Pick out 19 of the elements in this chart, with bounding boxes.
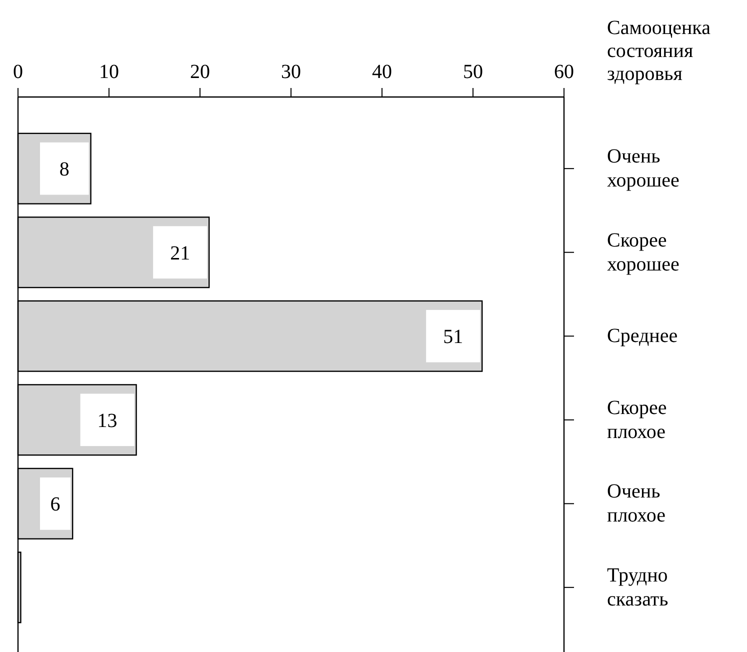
y-tick-label: Среднее [607, 325, 678, 348]
data-label: 13 [97, 410, 118, 432]
x-tick-label: 20 [190, 61, 210, 83]
data-label: 8 [59, 158, 70, 181]
data-label: 6 [50, 494, 60, 516]
data-label: 21 [170, 242, 190, 264]
x-tick-label: 50 [463, 61, 483, 83]
y-tick-label: Скорее хорошее [607, 229, 680, 276]
y-tick-label: Очень хорошее [607, 146, 680, 192]
y-axis-title: Самооценка состояния здоровья [607, 17, 711, 85]
y-tick-label: Скорее плохое [607, 396, 667, 443]
data-label: 51 [443, 326, 464, 348]
y-tick-label: Трудно сказать [607, 564, 668, 610]
y-tick-label: Очень плохое [607, 480, 666, 527]
x-tick-label: 10 [99, 61, 119, 83]
x-tick-label: 0 [13, 61, 23, 83]
x-tick-label: 40 [372, 61, 392, 83]
x-tick-label: 30 [281, 61, 301, 83]
x-tick-label: 60 [554, 61, 574, 83]
